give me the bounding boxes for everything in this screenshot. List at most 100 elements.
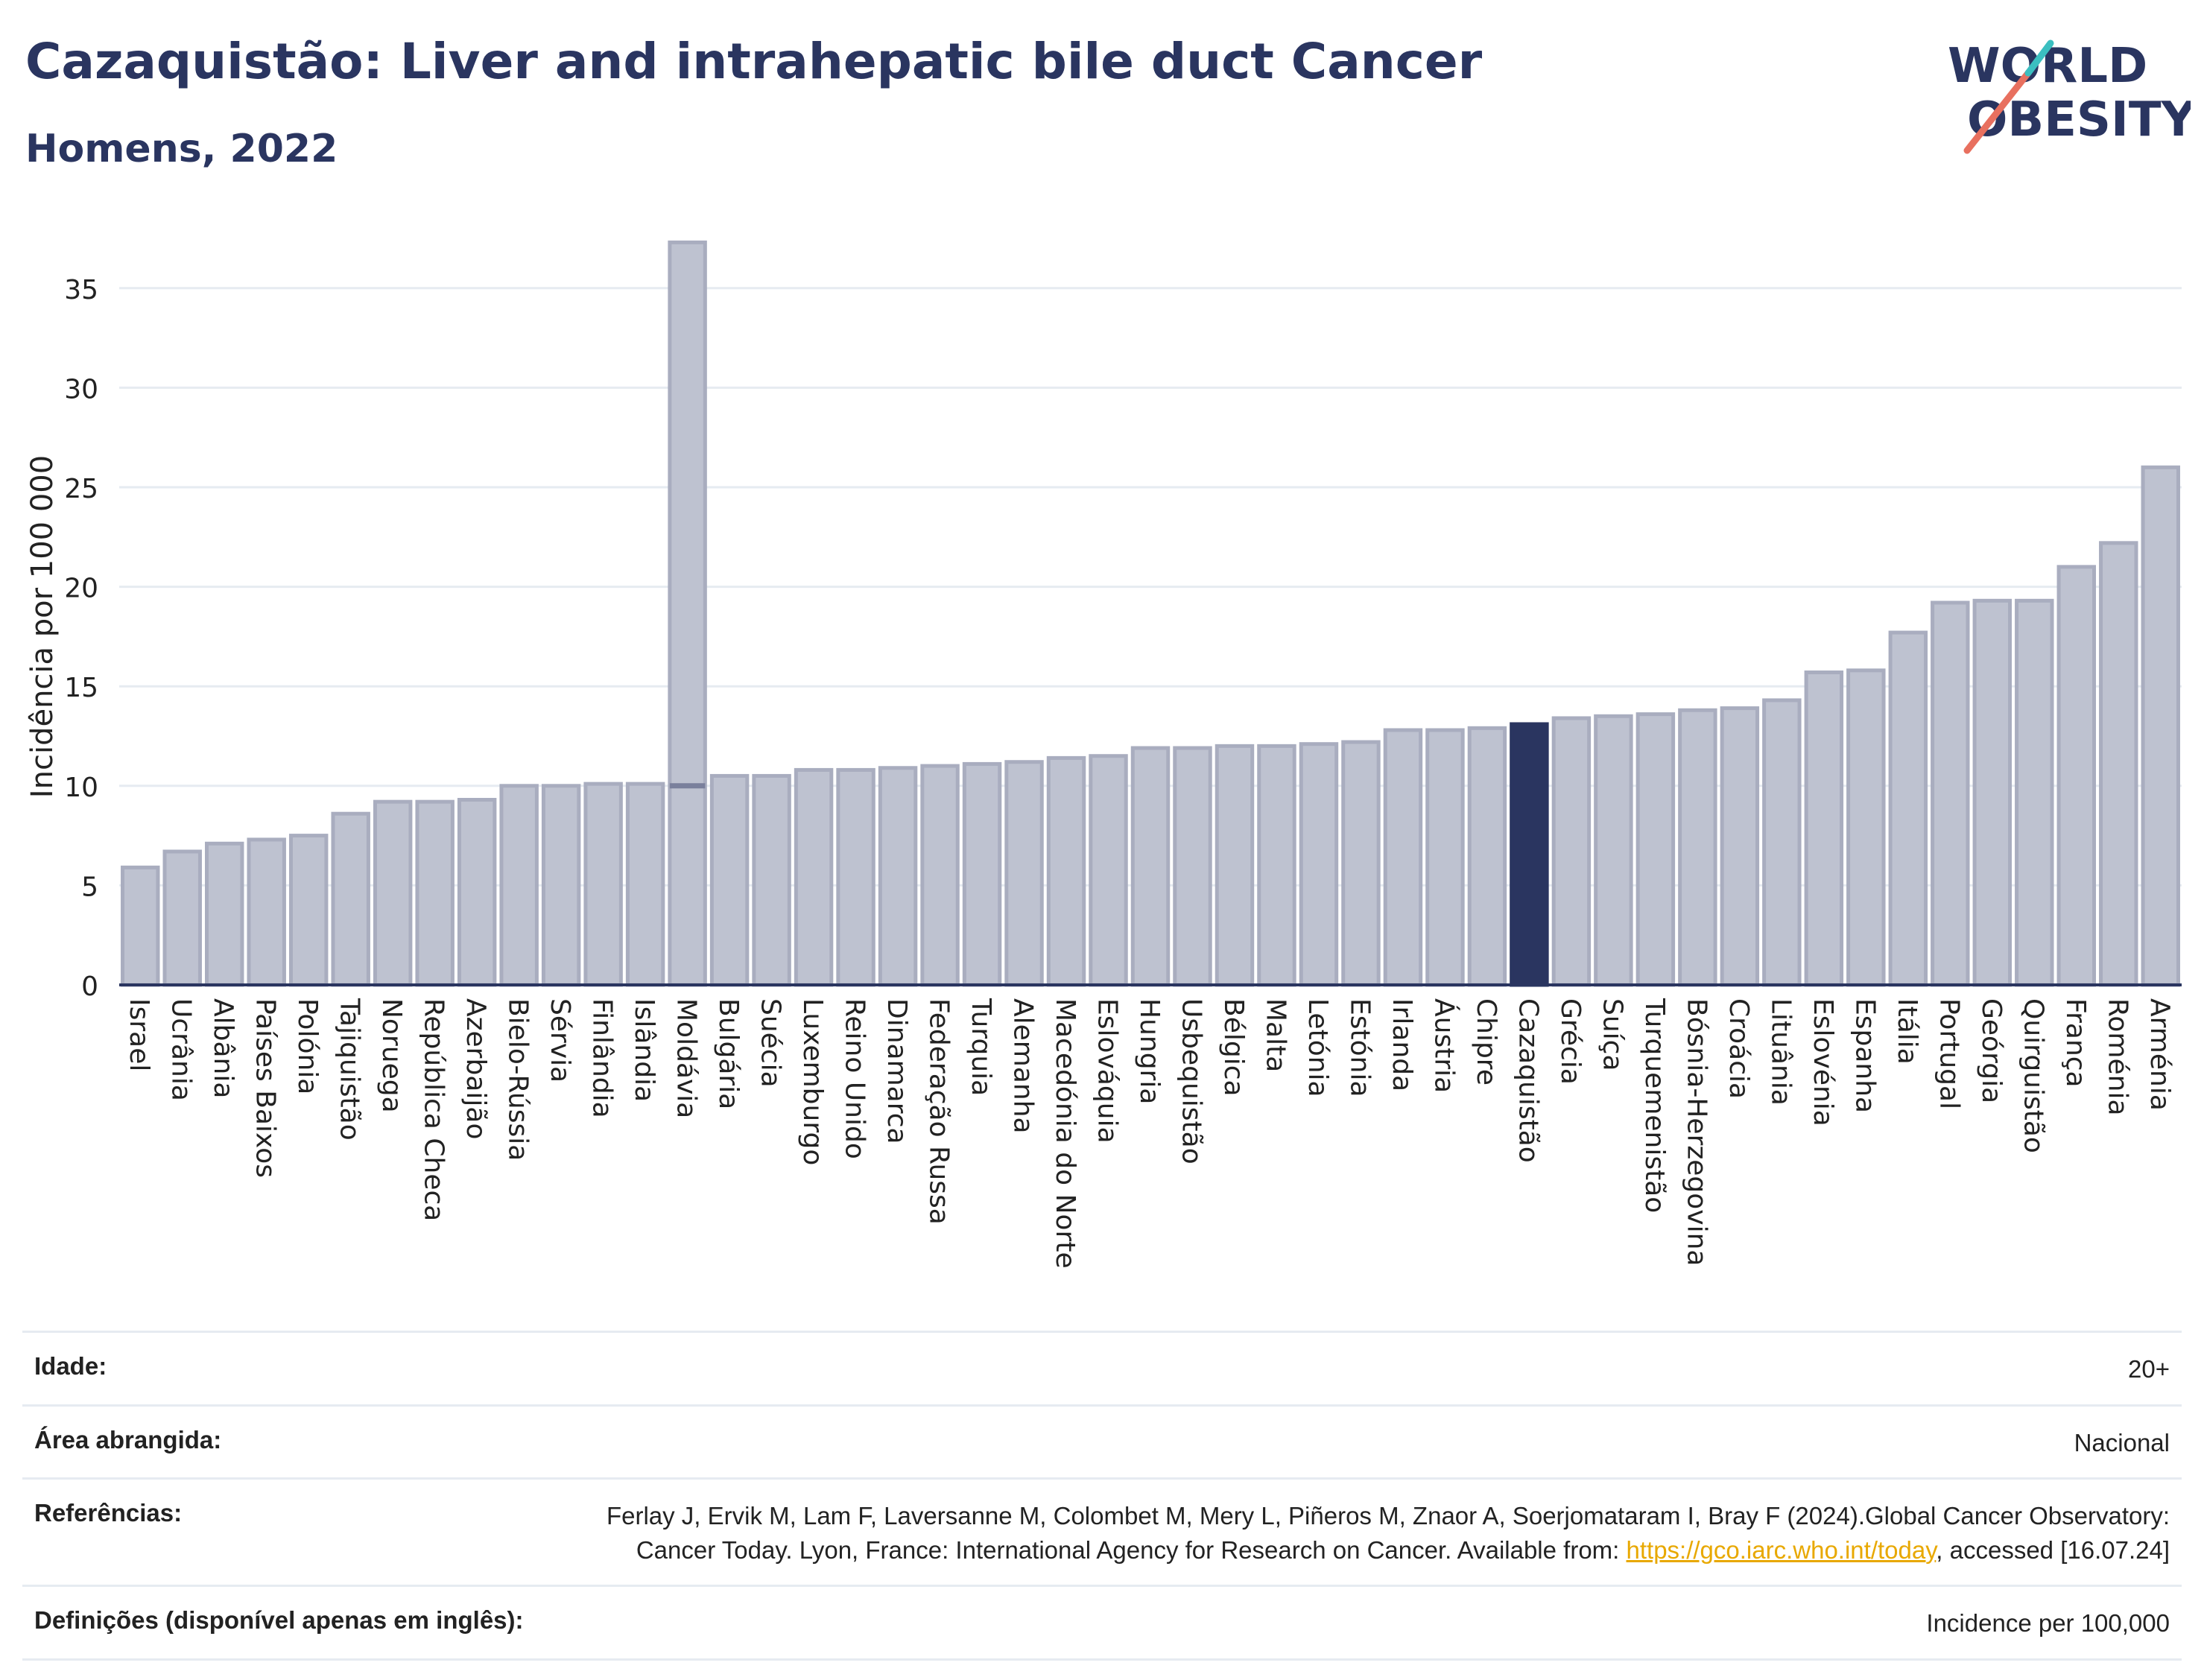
bar-Lituânia <box>1762 698 1802 987</box>
bar-Países Baixos <box>247 837 286 987</box>
meta-row-area: Área abrangida: Nacional <box>22 1404 2182 1478</box>
bar-Hungria <box>1130 746 1171 987</box>
meta-label: Referências: <box>34 1499 183 1527</box>
x-tick-label: Macedónia do Norte <box>1050 998 1080 1269</box>
x-tick-label: Eslovénia <box>1808 998 1838 1126</box>
bar-Estónia <box>1341 740 1381 987</box>
bar-Letónia <box>1299 742 1339 987</box>
x-tick-label: Bulgária <box>713 998 744 1109</box>
y-tick-label: 35 <box>64 275 98 305</box>
bar-Ucrânia <box>162 849 202 987</box>
bar-Suécia <box>752 773 791 987</box>
bar-Bielo-Rússia <box>499 784 539 987</box>
x-tick-label: Turquemenistão <box>1639 998 1670 1213</box>
x-tick-label: Finlândia <box>587 998 618 1118</box>
bar-Eslovénia <box>1804 670 1844 987</box>
bar-Geórgia <box>1972 598 2013 987</box>
reference-text: Ferlay J, Ervik M, Lam F, Laversanne M, … <box>606 1502 2170 1564</box>
x-tick-label: Federação Russa <box>924 998 954 1225</box>
bar-Bulgária <box>709 773 750 987</box>
bar-Noruega <box>373 799 413 987</box>
x-tick-label: Eslováquia <box>1092 998 1123 1144</box>
meta-label: Idade: <box>34 1352 107 1380</box>
metadata-table: Idade: 20+ Área abrangida: Nacional Refe… <box>22 1331 2182 1661</box>
bar-Bósnia-Herzegovina <box>1678 708 1717 987</box>
x-tick-label: República Checa <box>419 998 449 1221</box>
y-tick-label: 20 <box>64 574 98 604</box>
meta-label: Definições (disponível apenas em inglês)… <box>34 1606 524 1635</box>
x-tick-label: Geórgia <box>1976 998 2007 1103</box>
x-tick-label: Grécia <box>1555 998 1586 1085</box>
x-tick-label: Polónia <box>292 998 323 1094</box>
x-tick-label: Espanha <box>1849 998 1880 1113</box>
bar-Federação Russa <box>920 764 960 987</box>
x-tick-label: Albânia <box>208 998 238 1098</box>
x-tick-label: Chipre <box>1471 998 1501 1085</box>
world-obesity-logo: WORLD OBESITY <box>1948 39 2191 154</box>
bar-chart: 0 5 10 15 20 25 30 35 Incidência por 100 000 Isra… <box>25 240 2182 1269</box>
x-tick-label: Luxemburgo <box>797 998 828 1165</box>
bar-Sérvia <box>541 784 581 987</box>
bar-Roménia <box>2099 541 2138 987</box>
x-tick-label: Quirguistão <box>2018 998 2048 1153</box>
bar-Arménia <box>2141 465 2180 987</box>
x-tick-label: Irlanda <box>1387 998 1417 1091</box>
x-tick-label: Moldávia <box>671 998 702 1118</box>
bar-Alemanha <box>1004 760 1044 987</box>
x-tick-label: Turquia <box>966 998 996 1096</box>
bar-Turquemenistão <box>1635 712 1676 987</box>
x-tick-label: Arménia <box>2144 998 2175 1111</box>
y-tick-label: 0 <box>81 971 98 1002</box>
y-tick-label: 5 <box>81 872 98 902</box>
x-tick-label: Ucrânia <box>166 998 197 1101</box>
y-tick-label: 10 <box>64 773 98 803</box>
x-tick-label: Croácia <box>1723 998 1754 1099</box>
bar-Reino Unido <box>836 767 875 987</box>
x-tick-label: Sérvia <box>545 998 575 1083</box>
x-tick-label: Reino Unido <box>840 998 870 1159</box>
bar-Polónia <box>288 834 329 987</box>
x-tick-label: Bélgica <box>1218 998 1249 1097</box>
bar-Cazaquistão <box>1510 722 1549 987</box>
x-tick-label: Itália <box>1892 998 1922 1065</box>
x-tick-label: Bósnia-Herzegovina <box>1681 998 1711 1266</box>
x-tick-label: Azerbaijão <box>460 998 491 1139</box>
bar-República Checa <box>415 799 455 987</box>
x-tick-label: Portugal <box>1934 998 1964 1109</box>
x-tick-label: França <box>2060 998 2091 1088</box>
y-tick-label: 30 <box>64 374 98 405</box>
bar-Croácia <box>1720 706 1760 987</box>
bar-Turquia <box>962 761 1002 987</box>
bar-Grécia <box>1551 716 1592 987</box>
bar-Suíça <box>1594 714 1633 987</box>
meta-value: 20+ <box>2128 1355 2170 1383</box>
reference-link[interactable]: https://gco.iarc.who.int/today <box>1626 1535 1937 1564</box>
y-tick-label: 15 <box>64 673 98 703</box>
x-tick-label: Letónia <box>1302 998 1333 1097</box>
meta-row-references: Referências: Ferlay J, Ervik M, Lam F, L… <box>22 1477 2182 1585</box>
bar-Quirguistão <box>2015 598 2054 987</box>
bar-Macedónia do Norte <box>1046 755 1086 987</box>
x-tick-label: Usbequistão <box>1176 998 1206 1164</box>
bar-Finlândia <box>583 782 623 987</box>
x-tick-label: Israel <box>124 998 154 1071</box>
bar-Albânia <box>204 841 244 987</box>
x-tick-label: Cazaquistão <box>1513 998 1543 1163</box>
x-tick-label: Alemanha <box>1008 998 1039 1134</box>
bar-Luxemburgo <box>794 767 834 987</box>
x-tick-label: Tajiquistão <box>335 998 365 1141</box>
x-tick-label: Hungria <box>1134 998 1165 1104</box>
bar-Irlanda <box>1383 728 1423 987</box>
bar-Bélgica <box>1215 744 1255 987</box>
bar-Moldávia <box>668 240 707 987</box>
bar-Azerbaijão <box>457 798 497 987</box>
meta-row-definitions: Definições (disponível apenas em inglês)… <box>22 1585 2182 1661</box>
x-tick-label: Áustria <box>1428 998 1460 1093</box>
x-tick-label: Lituânia <box>1765 998 1796 1106</box>
meta-row-age: Idade: 20+ <box>22 1331 2182 1404</box>
x-tick-label: Noruega <box>376 998 407 1113</box>
meta-value: Nacional <box>2074 1428 2170 1456</box>
bar-Tajiquistão <box>331 811 370 987</box>
bar-Espanha <box>1846 668 1886 987</box>
x-tick-label: Países Baixos <box>250 998 281 1178</box>
